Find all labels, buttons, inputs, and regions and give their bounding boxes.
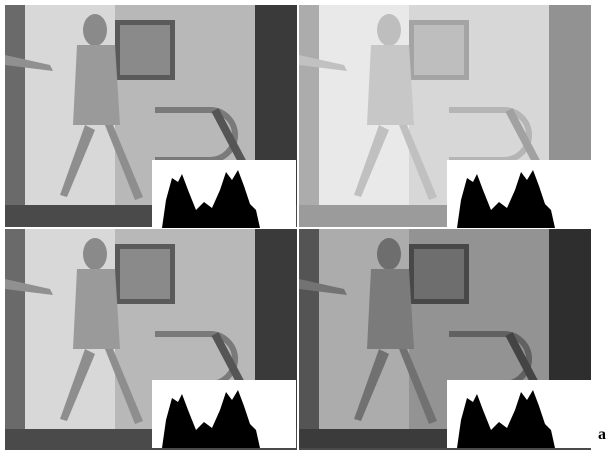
photo-equalized bbox=[5, 229, 297, 450]
image-grid bbox=[0, 0, 613, 450]
figure: a bbox=[0, 0, 613, 450]
photo-original bbox=[5, 5, 297, 228]
panel-label: a bbox=[598, 426, 606, 444]
photo-brightened bbox=[299, 5, 591, 228]
photo-darkened bbox=[299, 229, 591, 450]
